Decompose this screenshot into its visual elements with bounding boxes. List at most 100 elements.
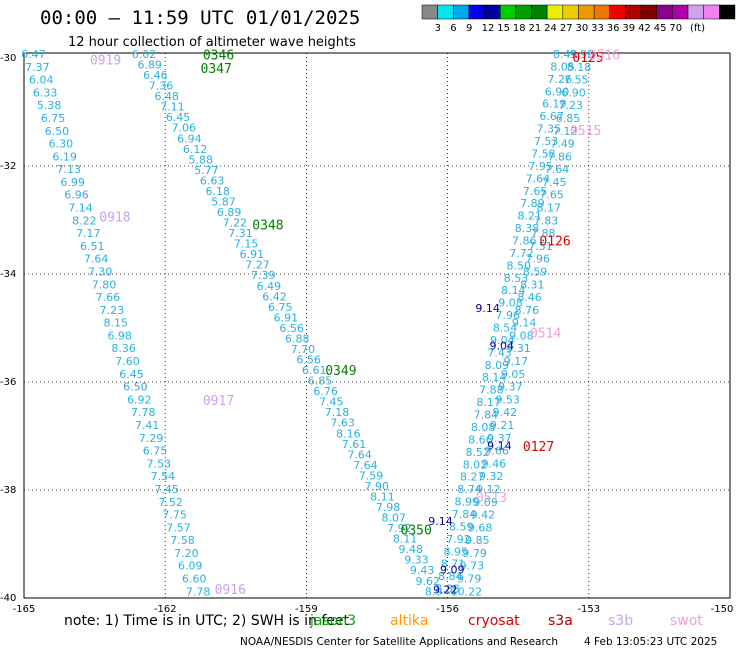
satellite-legend-swot: swot: [670, 613, 703, 629]
wave-height-value: 6.56: [279, 322, 304, 335]
wave-height-value: 7.88: [479, 384, 504, 397]
wave-height-value: 7.26: [548, 73, 573, 86]
wave-height-value: 6.49: [257, 280, 282, 293]
wave-height-value: 6.18: [206, 185, 231, 198]
wave-height-value: 7.51: [528, 240, 553, 253]
wave-height-value: 9.04: [490, 334, 515, 347]
wave-height-value: 7.96: [526, 253, 551, 266]
wave-height-value: 5.38: [37, 99, 62, 112]
wave-height-value: 7.39: [251, 269, 276, 282]
colorbar-tick-label: 45: [654, 23, 667, 34]
wave-height-value: 8.36: [111, 342, 136, 355]
colorbar-tick-label: 6: [450, 23, 456, 34]
wave-height-value: 6.96: [64, 189, 89, 202]
colorbar-swatch: [531, 4, 548, 20]
wave-height-value: 6.30: [49, 138, 74, 151]
wave-height-value: 7.84: [474, 409, 499, 422]
wave-height-value: 8.14: [482, 371, 507, 384]
wave-height-value: 8.05: [550, 60, 575, 73]
pass-label: 0515: [570, 124, 601, 139]
wave-height-value: 7.95: [528, 160, 553, 173]
wave-height-value: 8.14: [501, 284, 526, 297]
wave-height-value: 7.54: [151, 470, 176, 483]
wave-height-value: 7.64: [353, 459, 378, 472]
wave-height-value: 6.91: [274, 311, 299, 324]
pass-label: 0513: [476, 491, 507, 506]
wave-height-value: 6.85: [308, 375, 333, 388]
wave-height-value: 7.78: [131, 406, 156, 419]
wave-height-value: 7.60: [115, 355, 140, 368]
wave-height-value: 9.79: [462, 547, 487, 560]
wave-height-value: 8.46: [517, 291, 542, 304]
colorbar-swatch: [546, 4, 564, 20]
pass-label: 0917: [203, 394, 234, 409]
pass-label: 0346: [203, 48, 234, 63]
plot-frame: [23, 52, 731, 599]
wave-height-value: 8.18: [567, 61, 592, 74]
wave-height-value: 9.68: [468, 521, 493, 534]
wave-height-value: 7.64: [526, 172, 551, 185]
wave-height-value: 6.09: [178, 560, 203, 573]
track-0346: 6.026.896.467.366.487.116.457.066.946.12…: [132, 48, 442, 598]
colorbar-swatch: [609, 4, 626, 20]
wave-height-value: 6.90: [561, 86, 586, 99]
wave-height-value: 6.45: [119, 368, 144, 381]
wave-height-value: 9.73: [460, 560, 485, 573]
wave-height-value: 9.42: [493, 406, 518, 419]
wave-height-value: 8.11: [370, 490, 395, 503]
wave-height-value: 6.75: [268, 301, 293, 314]
wave-height-value: 6.45: [166, 111, 191, 124]
wave-height-value: 8.49: [553, 48, 578, 61]
track-0919: 6.477.376.046.335.386.756.506.306.197.13…: [21, 48, 210, 598]
wave-height-value: 7.22: [223, 217, 248, 230]
colorbar-swatch: [437, 4, 454, 20]
wave-height-value: 8.07: [382, 512, 407, 525]
wave-height-value: 7.83: [534, 214, 559, 227]
wave-height-value: 9.53: [495, 393, 520, 406]
wave-height-value: 7.65: [539, 189, 564, 202]
wave-height-value: 7.80: [92, 278, 117, 291]
wave-height-value: 6.02: [132, 48, 157, 61]
wave-height-value: 7.86: [512, 234, 537, 247]
wave-height-value: 8.74: [457, 483, 482, 496]
wave-height-value: 7.31: [228, 227, 253, 240]
wave-height-value: 7.88: [531, 227, 556, 240]
satellite-legend-jason3: jason3: [309, 613, 356, 629]
wave-height-value: 9.33: [404, 554, 429, 567]
wave-height-value: 6.61: [302, 364, 327, 377]
pass-label: 0916: [215, 583, 246, 598]
wave-height-value: 8.66: [468, 433, 493, 446]
wave-height-value: 6.91: [240, 248, 265, 261]
wave-height-value: 9.66: [484, 445, 509, 458]
wave-height-value: 7.36: [149, 80, 174, 93]
wave-height-value: 7.13: [56, 163, 81, 176]
wave-height-value: 7.45: [542, 176, 567, 189]
wave-height-value: 7.18: [325, 406, 350, 419]
lat-tick-label: -40: [0, 593, 16, 604]
wave-height-value: 9.98: [569, 48, 594, 61]
wave-height-value: 7.64: [84, 253, 109, 266]
wave-height-value: 7.17: [76, 227, 101, 240]
satellite-legend: jason3 altika cryosat s3a s3b swot: [309, 613, 703, 629]
pass-label: 0127: [523, 440, 554, 455]
wave-height-value: 8.9: [425, 585, 443, 598]
wave-height-value: 5.88: [189, 153, 214, 166]
wave-height-value: 8.99: [455, 496, 480, 509]
wave-height-value: 6.75: [143, 445, 168, 458]
wave-height-value: 6.19: [53, 150, 78, 163]
wave-height-value: 7.15: [234, 238, 259, 251]
wave-height-value: 8.95: [444, 545, 469, 558]
wave-height-value: 7.63: [330, 417, 355, 430]
wave-height-value: 9.09: [440, 564, 465, 577]
wave-height-value: 8.52: [465, 446, 490, 459]
wave-height-value: 9.31: [506, 342, 531, 355]
wave-height-value: 7.43: [487, 346, 512, 359]
wave-height-value: 7.92: [446, 533, 471, 546]
wave-height-value: 9.14: [512, 317, 537, 330]
wave-height-value: 7.49: [550, 138, 575, 151]
pass-label: 0514: [530, 326, 561, 341]
wave-height-value: 6.85: [556, 112, 581, 125]
wave-height-value: 8.22: [72, 214, 97, 227]
wave-height-value: 9.05: [501, 368, 526, 381]
